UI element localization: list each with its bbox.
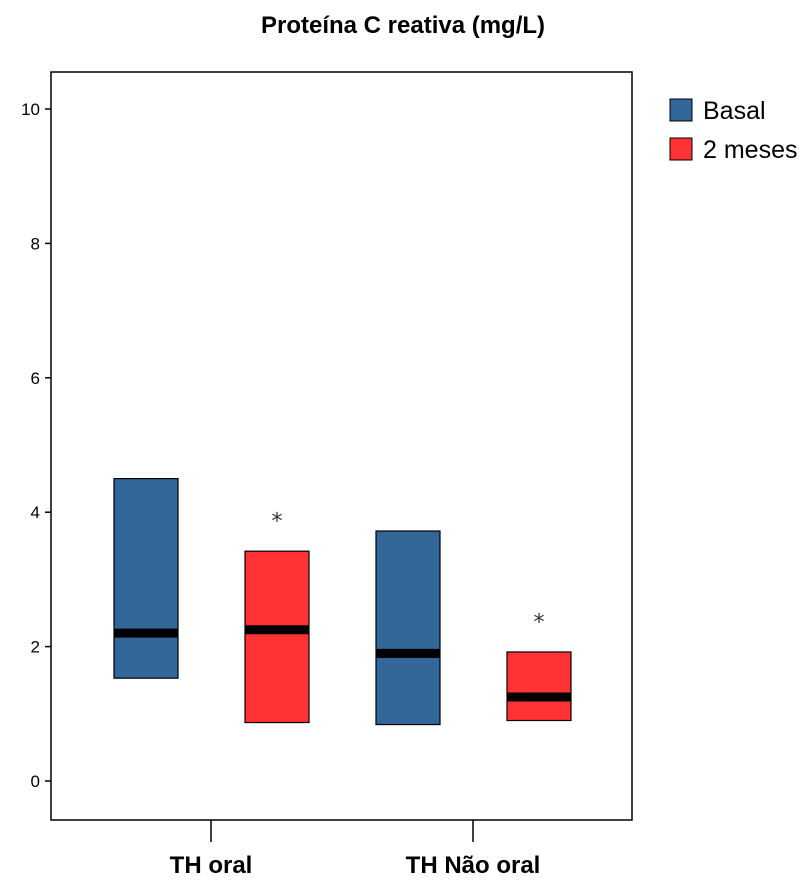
y-axis: 0 2 4 6 8 10	[21, 100, 51, 791]
x-category-label-0: TH oral	[170, 852, 253, 879]
y-tick-label-10: 10	[21, 100, 40, 119]
outlier-markers: **	[272, 510, 545, 636]
y-tick-label-0: 0	[31, 772, 40, 791]
box-0-0	[113, 478, 179, 679]
box-0-1	[375, 530, 441, 726]
y-tick-label-2: 2	[31, 638, 40, 657]
outlier-marker-1: *	[534, 610, 545, 635]
legend-label-0: Basal	[703, 97, 766, 125]
legend-swatch-0	[669, 98, 693, 122]
y-tick-label-8: 8	[31, 234, 40, 253]
box-1-0	[244, 550, 310, 724]
legend-swatch-1	[669, 137, 693, 161]
legend-label-1: 2 meses	[703, 136, 797, 164]
box-series	[113, 478, 572, 726]
box-1-1	[506, 651, 572, 722]
y-tick-label-4: 4	[31, 503, 40, 522]
outlier-marker-0: *	[272, 510, 283, 535]
chart-title: Proteína C reativa (mg/L)	[261, 12, 545, 39]
legend: Basal 2 meses	[669, 97, 797, 164]
y-tick-label-6: 6	[31, 369, 40, 388]
x-axis: TH oral TH Não oral	[170, 820, 541, 879]
x-category-label-1: TH Não oral	[406, 852, 541, 879]
